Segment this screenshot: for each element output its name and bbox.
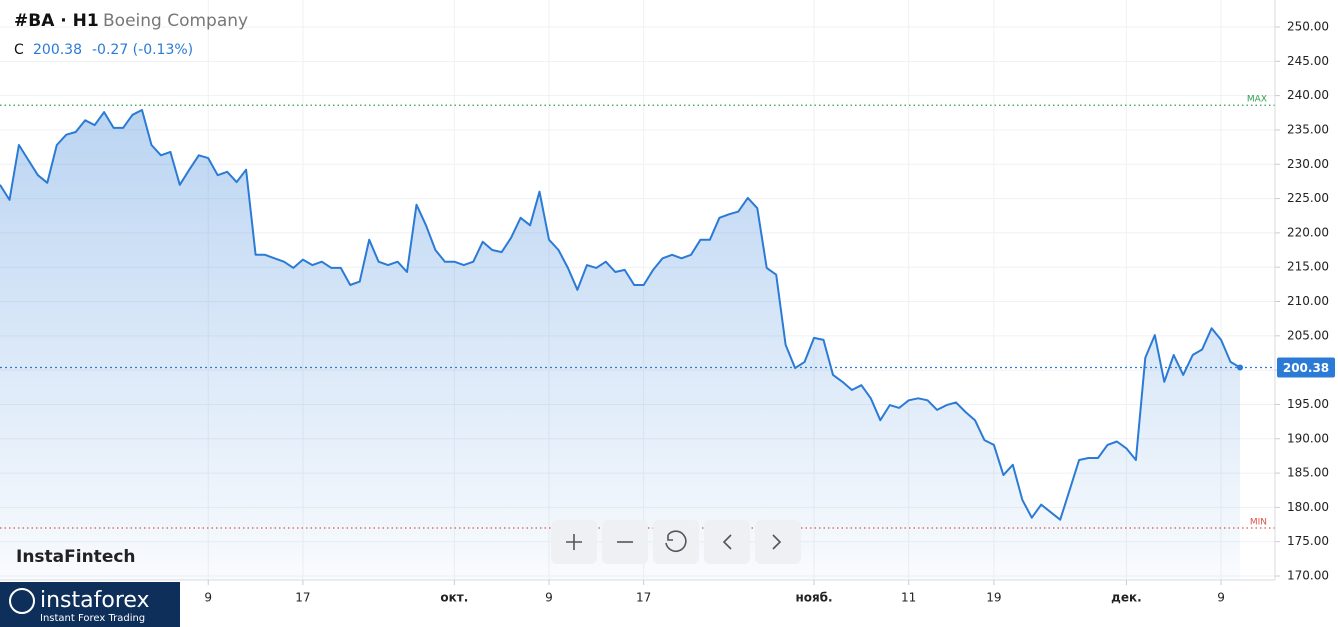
logo-box: instaforex Instant Forex Trading [0,582,180,627]
current-price-tag [1277,357,1335,378]
logo-tagline: Instant Forex Trading [40,613,145,624]
y-tick-label: 220.00 [1287,225,1329,239]
logo-text: instaforex [40,588,150,613]
y-tick-label: 170.00 [1287,569,1329,583]
y-tick-label: 230.00 [1287,157,1329,171]
y-tick-label: 245.00 [1287,54,1329,68]
watermark: InstaFintech [16,547,136,567]
close-value: 200.38 [33,42,82,58]
x-tick-label: 9 [545,591,553,605]
current-price-label: 200.38 [1283,361,1329,375]
y-tick-label: 190.00 [1287,431,1329,445]
x-tick-label: 11 [901,591,916,605]
max-line-label: MAX [1247,95,1267,105]
y-tick-label: 235.00 [1287,122,1329,136]
price-line [0,109,1241,521]
y-tick-label: 240.00 [1287,88,1329,102]
y-tick-label: 205.00 [1287,328,1329,342]
x-tick-label: 9 [204,591,212,605]
area [0,110,1240,580]
zoom-out-button[interactable] [602,520,648,564]
y-tick-label: 175.00 [1287,534,1329,548]
x-tick-label: 19 [986,591,1001,605]
zoom-controls [551,520,801,564]
y-tick-label: 215.00 [1287,260,1329,274]
x-tick-label: дек. [1111,591,1142,605]
x-tick-label: 17 [295,591,310,605]
y-tick-label: 195.00 [1287,397,1329,411]
symbol: #BA · H1 [14,11,99,31]
x-tick-label: 17 [636,591,651,605]
change: -0.27 (-0.13%) [92,42,193,58]
scroll-left-button[interactable] [704,520,750,564]
y-tick-label: 180.00 [1287,500,1329,514]
y-tick-label: 185.00 [1287,466,1329,480]
x-tick-label: нояб. [795,591,832,605]
x-tick-label: окт. [440,591,468,605]
close-prefix: C [14,42,24,58]
min-line-label: MIN [1250,517,1267,527]
y-tick-label: 210.00 [1287,294,1329,308]
y-tick-label: 225.00 [1287,191,1329,205]
reset-button[interactable] [653,520,699,564]
company-name: Boeing Company [103,11,248,31]
y-tick-label: 250.00 [1287,20,1329,34]
zoom-in-button[interactable] [551,520,597,564]
x-tick-label: 9 [1217,591,1225,605]
scroll-right-button[interactable] [755,520,801,564]
